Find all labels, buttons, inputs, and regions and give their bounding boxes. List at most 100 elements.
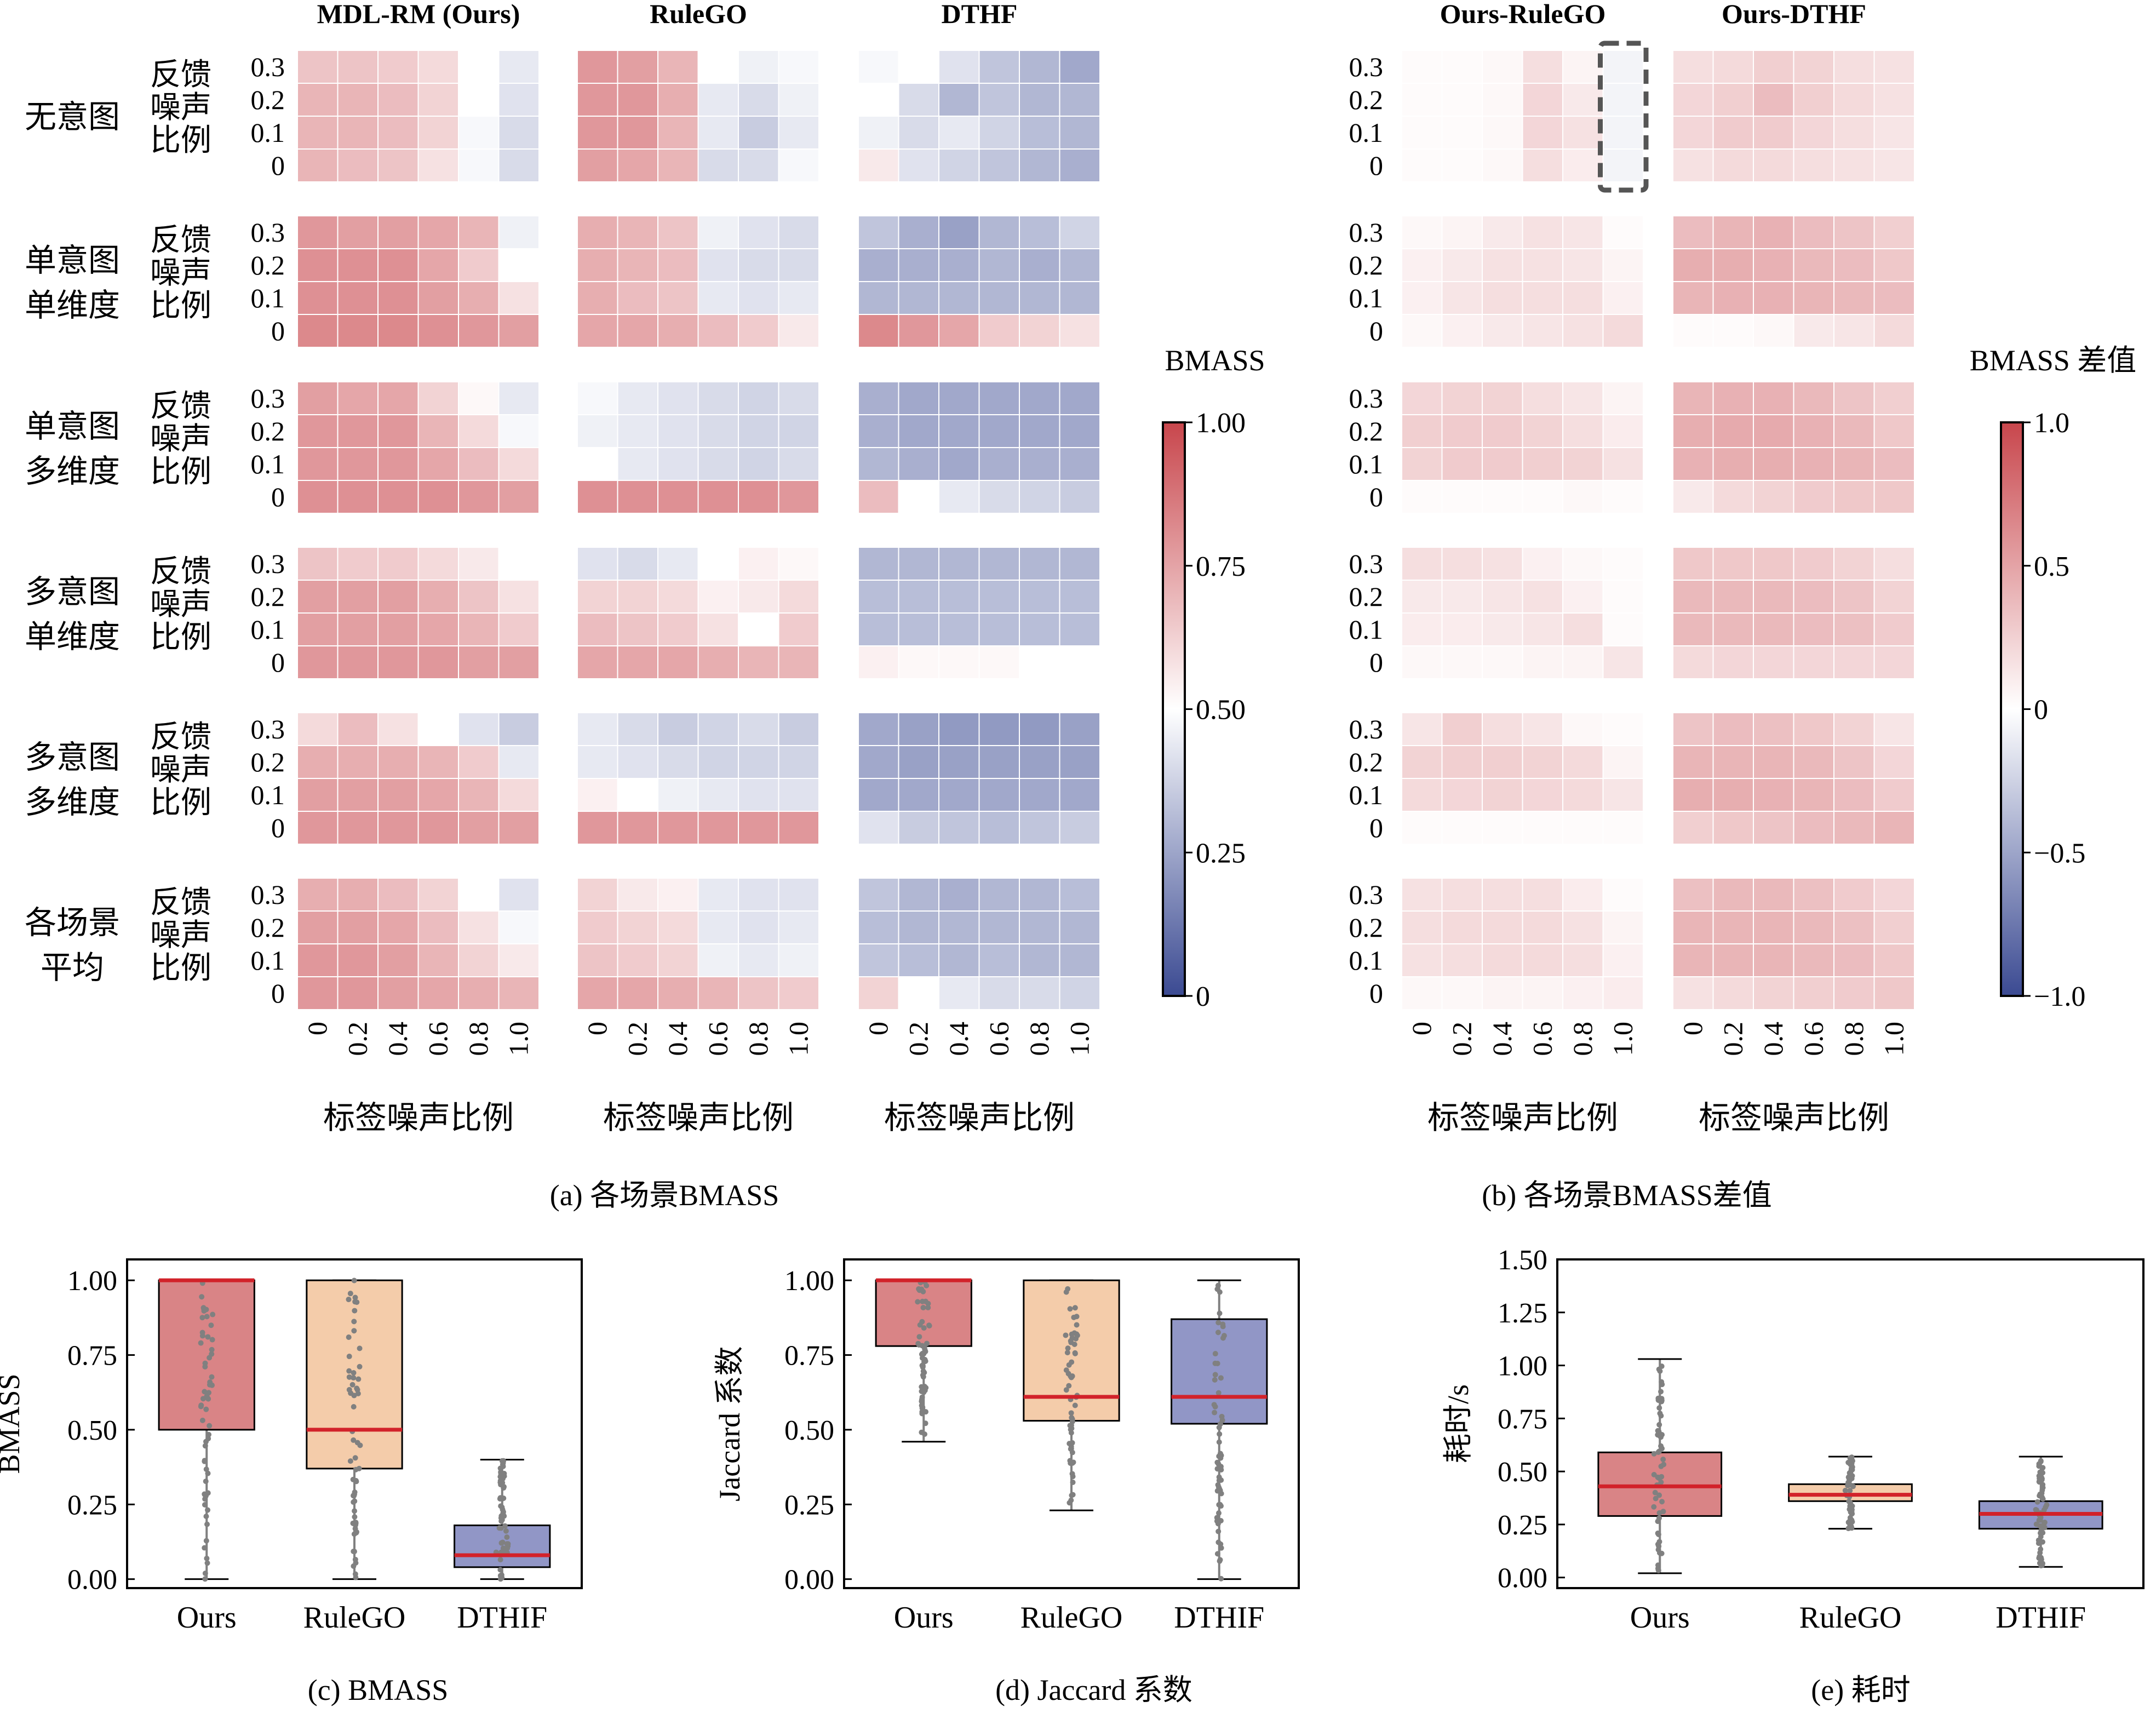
data-point: [205, 1396, 211, 1402]
diff-cell: [1483, 249, 1522, 281]
bmass-cell: [698, 977, 738, 1009]
bmass-cell: [418, 944, 458, 976]
bmass-cell: [658, 249, 698, 281]
data-point: [207, 1379, 213, 1385]
diff-cell: [1603, 746, 1643, 778]
bmass-cell: [939, 944, 979, 976]
bmass-cell: [739, 415, 778, 447]
bmass-cell: [859, 481, 898, 513]
diff-cell: [1402, 713, 1442, 745]
bmass-cell: [338, 646, 377, 678]
diff-cell: [1603, 448, 1643, 480]
feedback-noise-label: 反馈: [150, 224, 211, 257]
data-point: [1217, 1289, 1223, 1295]
y-tick-label: 0.2: [1349, 581, 1384, 612]
bmass-cell: [338, 548, 377, 580]
y-tick-label: 0.25: [784, 1489, 834, 1521]
x-tick-label: 0.8: [1838, 1022, 1869, 1056]
panel-caption: (c) BMASS: [308, 1674, 449, 1706]
bmass-cell: [779, 779, 818, 811]
bmass-cell: [1060, 249, 1099, 281]
bmass-cell: [459, 912, 498, 943]
data-point: [1220, 1324, 1226, 1330]
data-point: [919, 1319, 925, 1325]
diff-cell: [1874, 879, 1914, 910]
data-point: [1214, 1360, 1220, 1366]
y-tick-label: 0.3: [251, 714, 285, 744]
bmass-cell: [338, 448, 377, 480]
bmass-cell: [618, 84, 657, 116]
diff-cell: [1483, 548, 1522, 580]
bmass-cell: [658, 548, 698, 580]
data-point: [1218, 1503, 1224, 1509]
bmass-cell: [418, 912, 458, 943]
diff-cell: [1673, 249, 1713, 281]
data-point: [1656, 1422, 1662, 1428]
diff-cell: [1834, 51, 1874, 83]
data-point: [203, 1479, 209, 1485]
bmass-cell: [459, 944, 498, 976]
bmass-cell: [578, 812, 617, 844]
diff-cell: [1483, 912, 1522, 943]
data-point: [1071, 1314, 1077, 1320]
column-title: MDL-RM (Ours): [317, 0, 520, 29]
bmass-cell: [459, 713, 498, 745]
bmass-cell: [338, 912, 377, 943]
bmass-cell: [939, 481, 979, 513]
diff-cell: [1874, 481, 1914, 513]
diff-cell: [1754, 779, 1793, 811]
y-tick-label: 0.3: [1349, 383, 1384, 414]
data-point: [202, 1458, 208, 1464]
bmass-cell: [698, 614, 738, 645]
bmass-cell: [899, 84, 938, 116]
diff-cell: [1754, 51, 1793, 83]
bmass-cell: [899, 249, 938, 281]
scenario-label: 各场景: [25, 905, 120, 941]
bmass-cell: [739, 812, 778, 844]
bmass-cell: [578, 746, 617, 778]
diff-cell: [1442, 117, 1482, 148]
bmass-cell: [779, 879, 818, 910]
data-point: [202, 1443, 208, 1449]
data-point: [355, 1376, 362, 1382]
bmass-cell: [298, 51, 337, 83]
diff-cell: [1874, 249, 1914, 281]
diff-cell: [1483, 812, 1522, 844]
data-point: [500, 1460, 506, 1466]
diff-cell: [1673, 879, 1713, 910]
diff-cell: [1754, 448, 1793, 480]
data-point: [921, 1389, 927, 1395]
bmass-cell: [1020, 216, 1059, 248]
bmass-cell: [578, 382, 617, 414]
diff-cell: [1754, 879, 1793, 910]
bmass-cell: [658, 977, 698, 1009]
data-point: [199, 1294, 205, 1300]
bmass-cell: [698, 448, 738, 480]
bmass-cell: [418, 481, 458, 513]
data-point: [1847, 1477, 1853, 1483]
data-point: [919, 1384, 925, 1390]
data-point: [1216, 1424, 1222, 1430]
bmass-cell: [979, 746, 1019, 778]
bmass-cell: [618, 912, 657, 943]
feedback-noise-label: 反馈: [150, 886, 211, 920]
data-point: [209, 1337, 215, 1343]
bmass-cell: [578, 581, 617, 612]
diff-cell: [1603, 646, 1643, 678]
bmass-cell: [939, 249, 979, 281]
diff-cell: [1402, 415, 1442, 447]
data-point: [1850, 1483, 1856, 1489]
diff-cell: [1673, 713, 1713, 745]
bmass-cell: [939, 51, 979, 83]
bmass-cell: [338, 150, 377, 181]
y-tick-label: 0.2: [1349, 84, 1384, 115]
panel-c-bmass-boxplot: 0.00 0.25 0.50 0.75 1.00 BMASS Ours RuleGO DTHIF…: [0, 1258, 583, 1706]
bmass-cell: [499, 415, 538, 447]
bmass-cell: [899, 614, 938, 645]
diff-cell: [1483, 448, 1522, 480]
data-point: [2042, 1525, 2048, 1531]
diff-cell: [1834, 581, 1874, 612]
scenario-label: 多意图: [25, 574, 120, 610]
diff-cell: [1603, 548, 1643, 580]
diff-cell: [1834, 415, 1874, 447]
